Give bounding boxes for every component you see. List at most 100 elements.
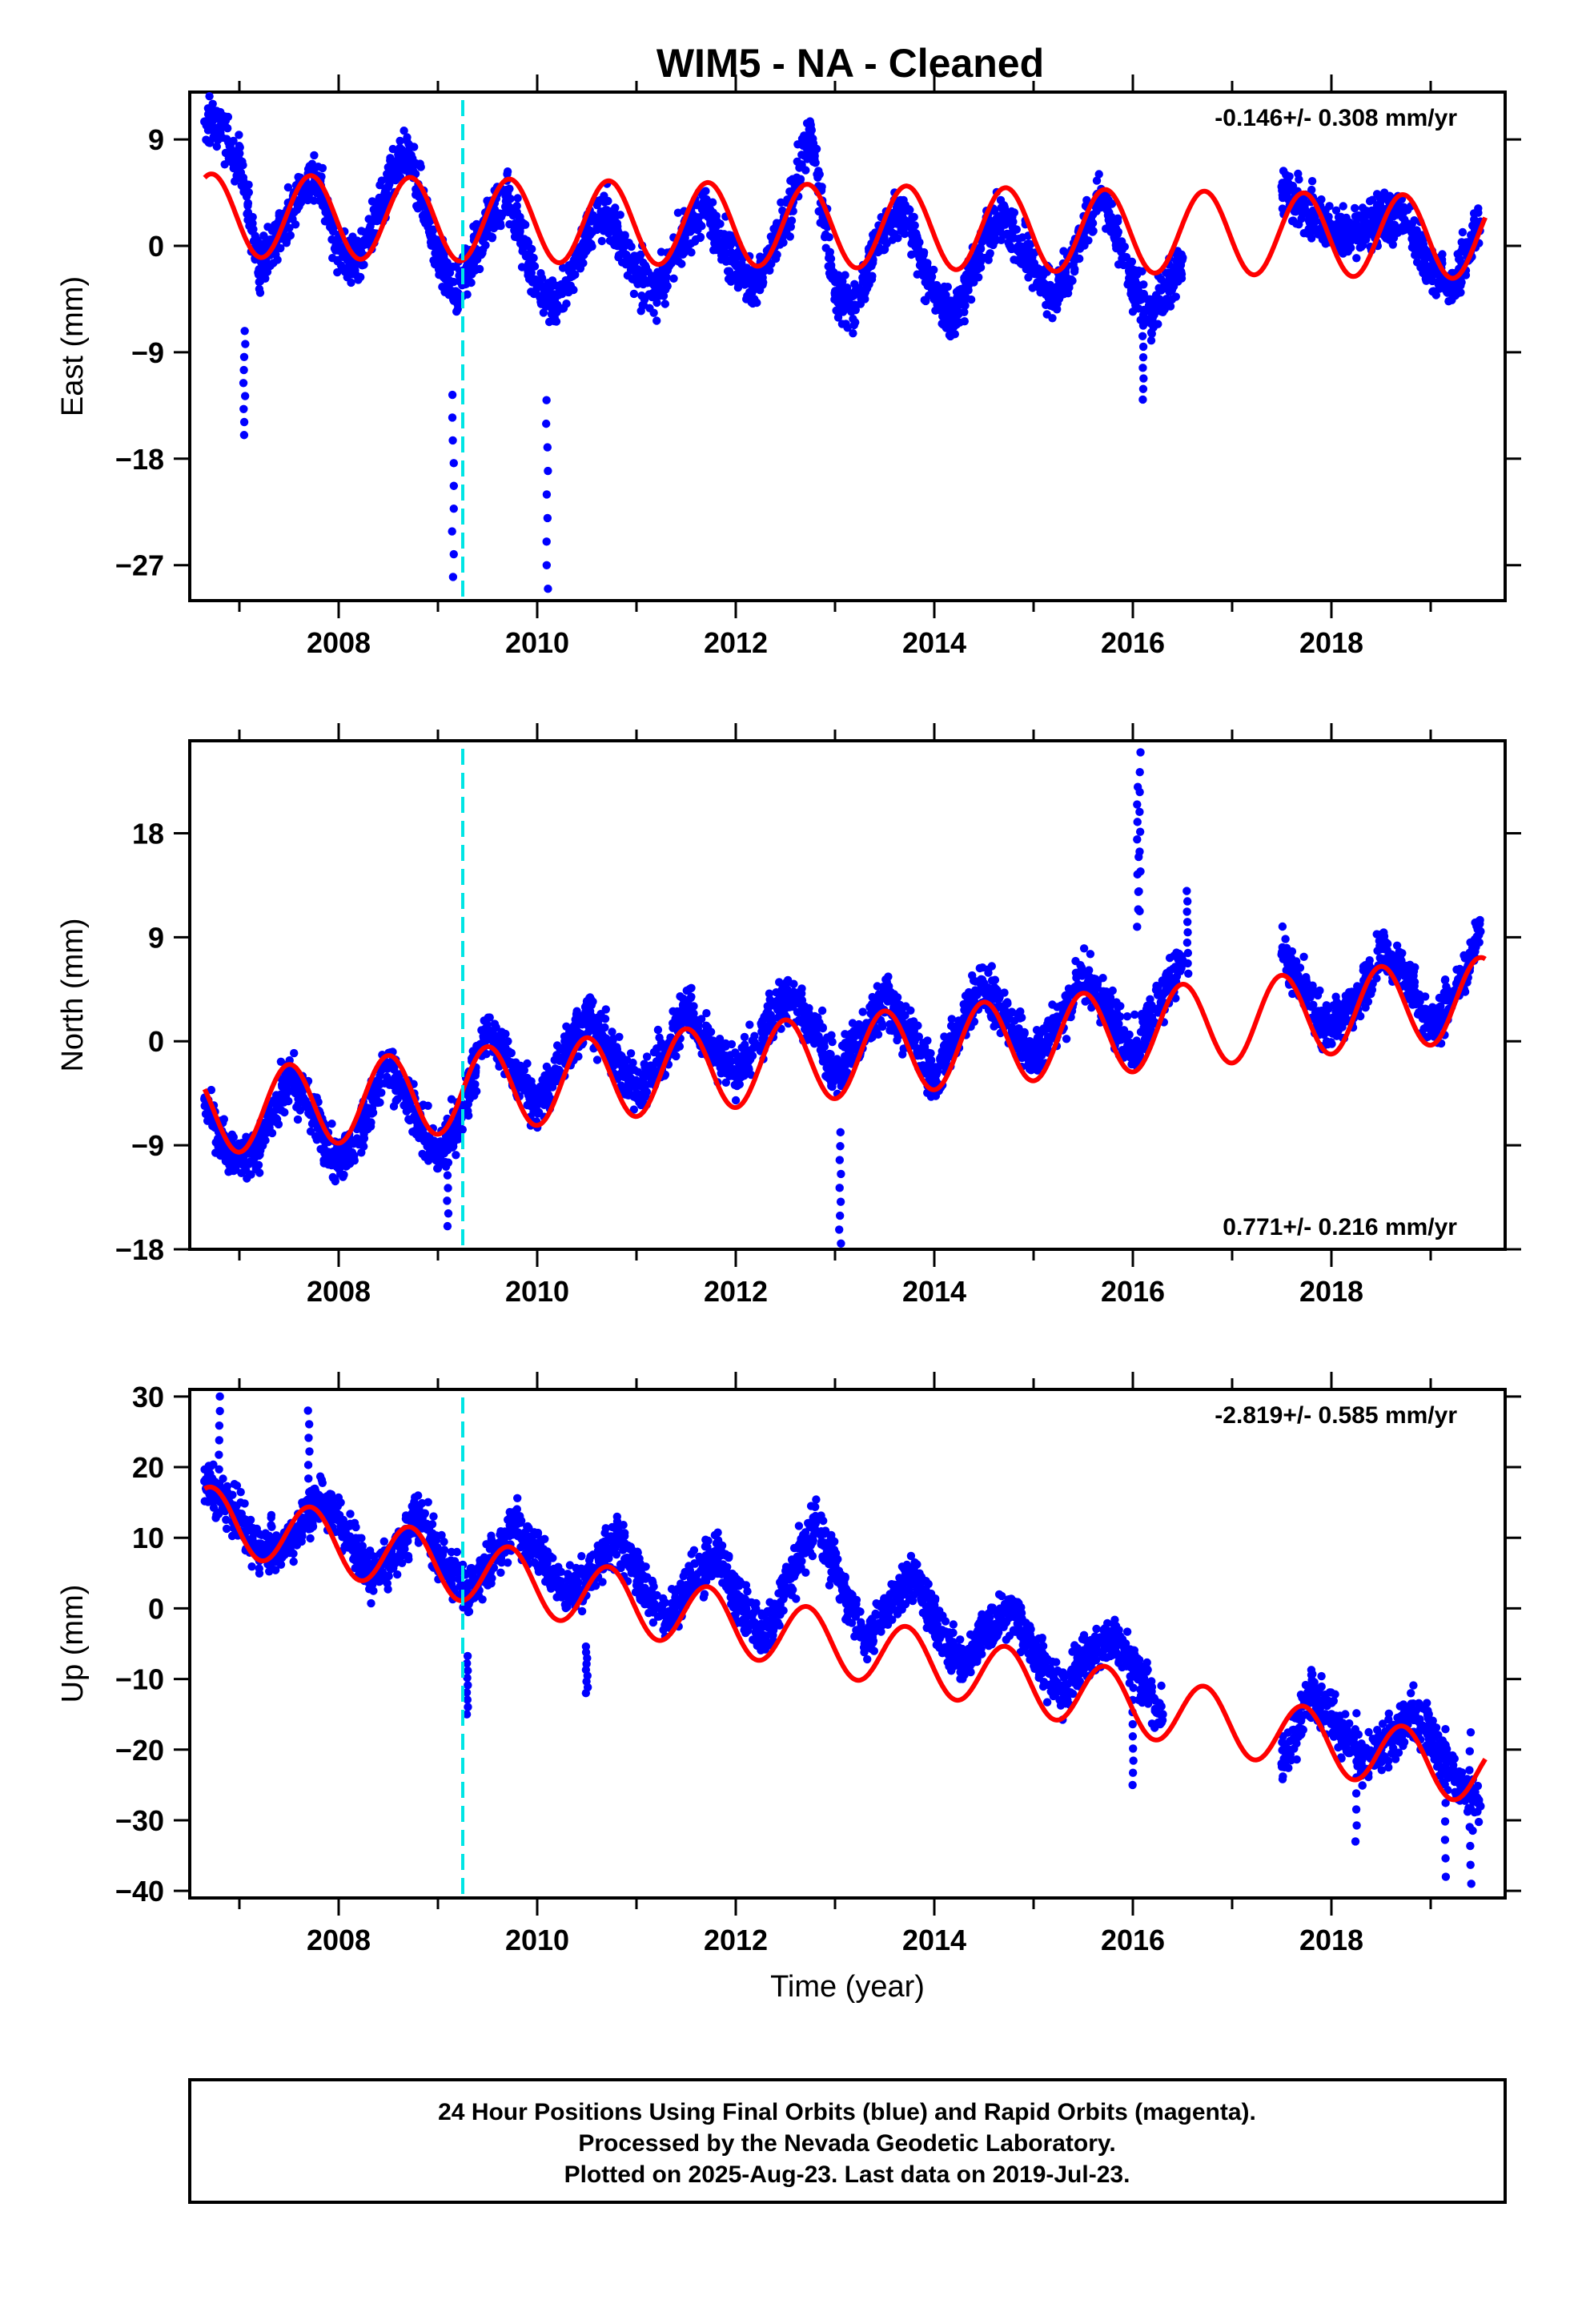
east-data-point (562, 279, 571, 288)
east-outlier-point (448, 436, 457, 445)
north-data-point (588, 1019, 597, 1027)
east-data-point (215, 123, 224, 132)
east-data-point (645, 304, 654, 312)
east-data-point (1042, 310, 1051, 319)
north-data-point (714, 1056, 723, 1065)
east-data-point (242, 192, 251, 201)
east-outlier-point (541, 419, 551, 428)
north-data-point (420, 1136, 429, 1144)
east-data-point (524, 275, 534, 283)
east-data-point (471, 266, 480, 275)
east-data-point (518, 247, 527, 255)
east-data-point (424, 223, 432, 231)
north-data-point (542, 1090, 551, 1100)
north-y-tick-label: 0 (148, 1025, 164, 1058)
east-data-point (894, 196, 903, 205)
east-data-point (604, 229, 613, 238)
north-data-point (304, 1108, 313, 1118)
east-data-point (797, 151, 806, 159)
north-data-point (269, 1097, 278, 1107)
north-data-point (765, 1002, 774, 1011)
east-data-point (1351, 220, 1359, 230)
north-data-point (293, 1115, 303, 1124)
east-data-point (880, 245, 889, 254)
north-data-point (277, 1106, 286, 1115)
east-data-point (661, 300, 669, 308)
east-data-point (979, 235, 989, 245)
east-data-point (504, 203, 512, 211)
east-data-point (357, 227, 366, 235)
north-data-point (389, 1102, 399, 1111)
east-data-point (990, 207, 999, 215)
east-outlier-point (240, 392, 250, 400)
east-data-point (793, 140, 802, 149)
east-data-point (908, 213, 917, 222)
east-data-point (629, 289, 639, 299)
east-data-point (617, 258, 627, 267)
east-data-point (208, 107, 217, 116)
east-data-point (753, 298, 761, 308)
east-data-point (632, 271, 641, 280)
east-data-point (336, 261, 346, 270)
east-data-point (743, 292, 752, 300)
east-data-point (1070, 264, 1079, 274)
east-data-point (669, 274, 678, 283)
north-data-point (789, 997, 797, 1007)
east-data-point (716, 247, 725, 255)
north-data-point (721, 1067, 729, 1076)
east-data-point (940, 304, 950, 312)
east-data-point (833, 313, 843, 322)
east-data-point (610, 240, 619, 250)
east-data-point (734, 280, 743, 289)
east-data-point (453, 288, 463, 298)
north-data-point (685, 984, 694, 994)
north-data-point (655, 1033, 664, 1042)
east-data-point (1094, 170, 1103, 179)
east-data-point (1307, 177, 1317, 186)
east-data-point (203, 126, 213, 135)
east-data-point (1359, 217, 1369, 226)
east-data-point (1079, 237, 1088, 247)
east-x-tick-label: 2008 (307, 626, 371, 659)
north-data-point (721, 1078, 730, 1088)
east-data-point (1277, 182, 1287, 191)
east-data-point (261, 259, 270, 268)
north-data-point (569, 1022, 578, 1031)
east-data-point (602, 206, 612, 215)
east-data-point (267, 227, 277, 235)
east-data-point (1297, 206, 1307, 215)
east-data-point (999, 211, 1009, 221)
east-data-point (428, 239, 438, 247)
east-data-point (624, 255, 633, 263)
north-data-point (688, 1010, 697, 1019)
north-data-point (416, 1129, 425, 1138)
north-data-point (824, 1033, 833, 1043)
north-data-point (775, 1003, 784, 1011)
east-data-point (1368, 195, 1377, 204)
north-data-point (684, 1019, 693, 1028)
east-data-point (524, 250, 533, 259)
north-data-point (641, 1068, 650, 1077)
east-outlier-point (239, 417, 249, 427)
north-data-point (626, 1049, 636, 1058)
east-data-point (989, 240, 998, 250)
east-data-point (1457, 278, 1466, 287)
east-data-point (1331, 206, 1341, 215)
east-x-tick-label: 2012 (704, 626, 768, 659)
east-y-tick-label: −27 (115, 549, 164, 582)
east-data-point (554, 291, 563, 300)
north-x-tick-label: 2016 (1101, 1275, 1165, 1308)
east-data-point (813, 173, 822, 182)
east-data-point (611, 225, 620, 234)
east-data-point (271, 250, 280, 259)
east-data-point (397, 162, 406, 171)
north-data-point (507, 1048, 516, 1058)
east-data-point (830, 288, 840, 298)
east-data-point (524, 259, 534, 267)
east-data-point (609, 210, 618, 219)
east-data-point (731, 259, 741, 268)
north-data-point (652, 1044, 661, 1053)
north-data-point (637, 1100, 647, 1109)
